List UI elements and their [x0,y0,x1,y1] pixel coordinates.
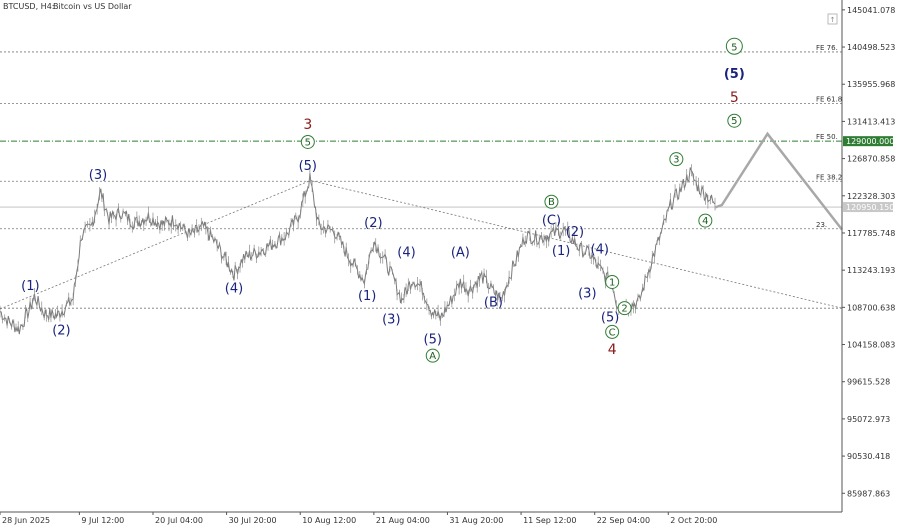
time-tick-label: 11 Sep 12:00 [523,516,576,525]
time-tick-label: 22 Sep 04:00 [597,516,650,525]
price-tick-label: 104158.083 [847,341,895,350]
wave-label: 5 [730,90,739,106]
trend-line-support [0,180,311,310]
trend-line-resistance [310,180,843,309]
wave-label: (A) [451,246,470,261]
price-tick-label: 126870.858 [847,155,895,164]
wave-label: (B) [484,296,503,311]
wave-label: C [609,327,616,338]
price-tick-label: 95072.973 [847,415,890,424]
price-tick-label: 131413.413 [847,117,895,126]
wave-label: (1) [358,289,376,304]
time-tick-label: 31 Aug 20:00 [449,516,503,525]
wave-label: (4) [591,242,609,257]
wave-label: 3 [303,117,312,133]
wave-label-circle [300,134,315,149]
time-tick-label: 20 Jul 04:00 [155,516,203,525]
price-tick-label: 117785.748 [847,229,895,238]
price-tick-label: 113243.193 [847,266,895,275]
level-label: FE 61.8 [816,96,842,104]
level-badge [843,202,893,213]
wave-label: 1 [609,277,615,288]
wave-label: B [548,197,555,208]
wave-label: (3) [89,168,107,183]
wave-label: (5) [601,310,619,325]
wave-label-circle [727,113,742,128]
price-tick-label: 140498.523 [847,43,895,52]
level-badge-text: 129000.000 [846,137,894,146]
level-badge [843,136,893,147]
svg-text:↑: ↑ [830,16,836,24]
level-label: FE 50. [816,133,838,141]
wave-label: (1) [552,244,570,259]
wave-label: (4) [397,246,415,261]
wave-label: (5) [724,67,745,82]
wave-label: A [429,351,436,362]
wave-label: 2 [621,304,627,315]
wave-label: 5 [731,43,737,54]
time-tick-label: 10 Aug 12:00 [302,516,356,525]
wave-label: (2) [566,225,584,240]
wave-label-circle [605,274,620,289]
wave-label-circle [725,37,743,55]
time-tick-label: 28 Jun 2025 [2,516,50,525]
price-tick-label: 135955.968 [847,80,895,89]
price-tick-label: 145041.078 [847,6,895,15]
wave-label: 4 [608,342,617,358]
price-tick-label: 85987.863 [847,489,890,498]
wave-label: (1) [21,279,39,294]
price-series-line [0,167,716,335]
price-tick-label: 90530.418 [847,452,890,461]
level-label: 23. [816,221,827,229]
wave-label-circle [617,301,632,316]
price-tick-label: 108700.638 [847,303,895,312]
wave-label-circle [425,348,440,363]
price-tick-label: 99615.528 [847,378,890,387]
wave-label: (5) [424,332,442,347]
level-badge-text: 120950.150 [846,203,894,212]
wave-label: (3) [382,313,400,328]
wave-label: (2) [52,323,70,338]
wave-label: 5 [731,116,737,127]
wave-label-circle [669,152,684,167]
wave-label: (3) [578,287,596,302]
wave-label: (5) [299,159,317,174]
wave-label: (2) [364,216,382,231]
time-tick-label: 9 Jul 12:00 [81,516,124,525]
projection-path [714,131,843,231]
wave-label-circle [698,213,713,228]
chart-symbol: BTCUSD, H4: [3,2,54,11]
time-tick-label: 30 Jul 20:00 [229,516,277,525]
level-label: FE 38.2 [816,173,842,181]
time-tick-label: 2 Oct 20:00 [670,516,717,525]
wave-label-circle [605,324,620,339]
level-label: FE 76. [816,44,838,52]
wave-label: (4) [225,282,243,297]
wave-label: 3 [673,155,679,166]
wave-label: 5 [305,137,311,148]
wave-label: 4 [702,216,708,227]
chart-options-icon[interactable]: ↑ [827,13,838,25]
wave-label: (C) [542,214,561,229]
wave-label-circle [544,194,559,209]
time-tick-label: 21 Aug 04:00 [376,516,430,525]
chart-description: Bitcoin vs US Dollar [53,2,132,11]
price-tick-label: 122328.303 [847,192,895,201]
